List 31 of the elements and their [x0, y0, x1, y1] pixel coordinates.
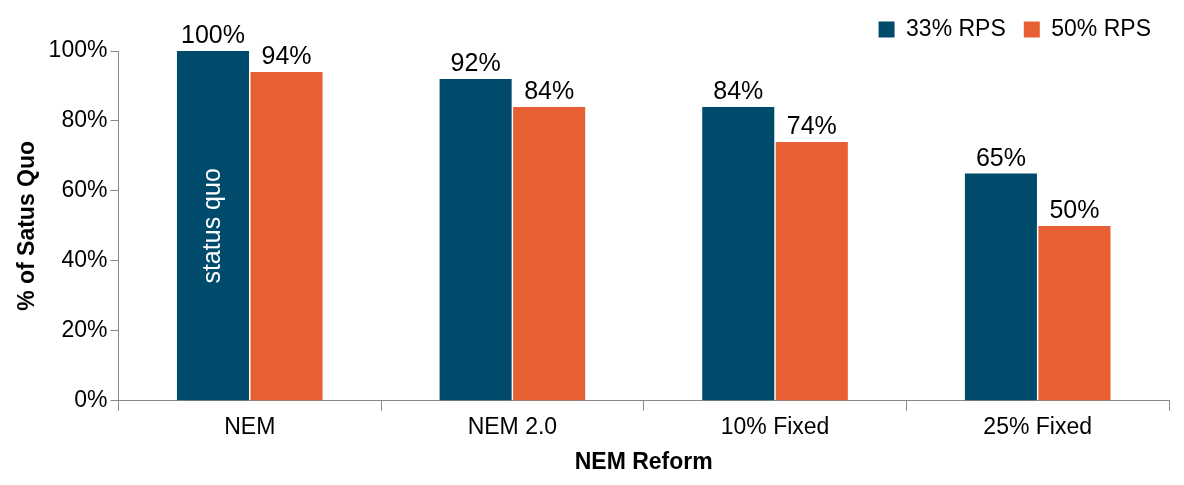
bar: [250, 71, 323, 401]
x-tick-label: 25% Fixed: [983, 412, 1093, 439]
x-axis-title: NEM Reform: [574, 447, 713, 474]
y-tick-label: 0%: [74, 386, 108, 413]
x-tick-label: NEM 2.0: [467, 412, 558, 439]
bar: [775, 141, 848, 401]
bar: [964, 173, 1037, 401]
y-tick-label: 60%: [61, 176, 108, 203]
bar: [439, 78, 512, 401]
bar: [176, 51, 250, 401]
legend-label: 50% RPS: [1051, 14, 1151, 41]
bar: [513, 106, 586, 401]
x-tick-label: NEM: [224, 412, 276, 439]
y-tick-label: 80%: [61, 106, 108, 133]
data-label: 74%: [786, 111, 837, 140]
data-label: 100%: [181, 20, 245, 49]
data-label: 50%: [1049, 195, 1100, 224]
y-tick-label: 20%: [61, 316, 108, 343]
data-label: 84%: [524, 76, 575, 105]
legend-label: 33% RPS: [906, 14, 1006, 41]
bar: [702, 106, 775, 401]
data-label: 92%: [450, 48, 501, 77]
data-label: 65%: [975, 142, 1026, 171]
y-tick-label: 100%: [48, 36, 108, 63]
data-label: 94%: [261, 41, 312, 70]
x-tick-label: 10% Fixed: [720, 412, 830, 439]
y-axis-title: % of Satus Quo: [13, 140, 40, 311]
y-tick-label: 40%: [61, 246, 108, 273]
data-label: 84%: [713, 76, 764, 105]
bar: [1038, 225, 1111, 401]
annotation: status quo: [196, 168, 225, 284]
